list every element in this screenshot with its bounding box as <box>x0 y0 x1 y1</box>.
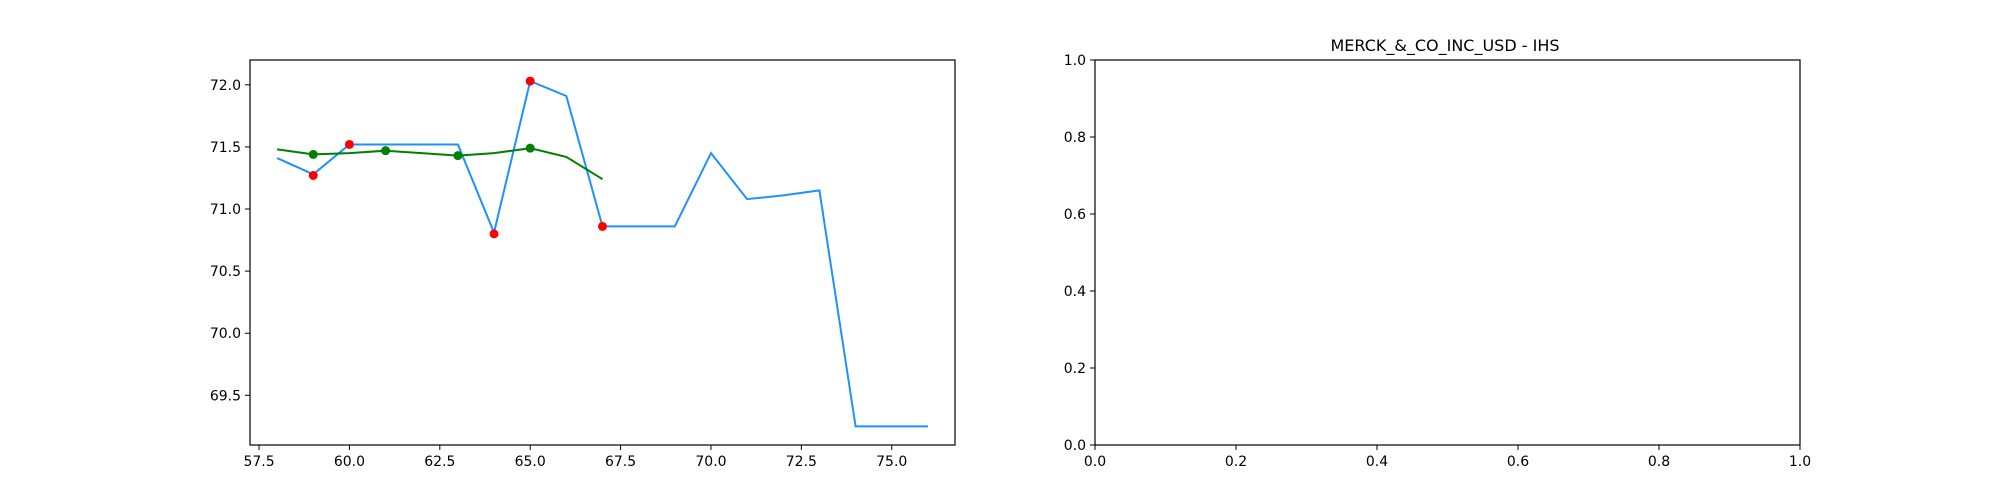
y-tick-label: 0.0 <box>1064 438 1086 454</box>
scatter-point <box>344 139 354 149</box>
scatter-point <box>525 76 535 86</box>
y-tick-label: 71.5 <box>210 140 241 156</box>
y-tick-label: 69.5 <box>210 388 241 404</box>
x-tick-label: 0.6 <box>1507 454 1529 470</box>
y-tick-label: 0.4 <box>1064 284 1086 300</box>
scatter-point <box>598 221 607 231</box>
x-tick-label: 1.0 <box>1789 454 1811 470</box>
x-tick-label: 0.8 <box>1648 454 1670 470</box>
x-tick-label: 70.0 <box>695 454 726 470</box>
scatter-point <box>525 143 535 153</box>
scatter-point <box>453 151 463 161</box>
x-tick-label: 57.5 <box>243 454 274 470</box>
y-tick-label: 70.5 <box>210 264 241 280</box>
series-line-0 <box>276 79 928 428</box>
axes-frame <box>1094 59 1801 446</box>
y-tick-label: 0.6 <box>1064 207 1086 223</box>
x-tick-label: 72.5 <box>786 454 817 470</box>
x-tick-label: 65.0 <box>515 454 546 470</box>
y-tick-label: 71.0 <box>210 202 241 218</box>
x-tick-label: 75.0 <box>876 454 907 470</box>
y-tick-label: 0.8 <box>1064 130 1086 146</box>
scatter-point <box>489 229 499 239</box>
x-tick-label: 0.4 <box>1366 454 1388 470</box>
right-chart: MERCK_&_CO_INC_USD - IHS 0.0 0.2 0.4 0.6 0.8… <box>1064 36 1811 470</box>
axes-frame <box>249 59 956 446</box>
scatter-point <box>308 149 318 159</box>
series-line-1 <box>276 147 604 181</box>
scatter-point <box>381 146 391 156</box>
y-tick-label: 1.0 <box>1064 53 1086 69</box>
y-tick-label: 72.0 <box>210 78 241 94</box>
y-tick-label: 0.2 <box>1064 361 1086 377</box>
x-tick-label: 0.0 <box>1084 454 1106 470</box>
scatter-point <box>308 171 318 180</box>
left-chart: 57.5 60.0 62.5 65.0 67.5 70.0 72.5 75.0 69.5 70.0… <box>210 59 956 470</box>
x-tick-label: 60.0 <box>334 454 365 470</box>
x-tick-label: 62.5 <box>424 454 455 470</box>
y-tick-label: 70.0 <box>210 326 241 342</box>
chart-title: MERCK_&_CO_INC_USD - IHS <box>1330 36 1559 56</box>
x-tick-label: 0.2 <box>1225 454 1247 470</box>
x-tick-label: 67.5 <box>605 454 636 470</box>
